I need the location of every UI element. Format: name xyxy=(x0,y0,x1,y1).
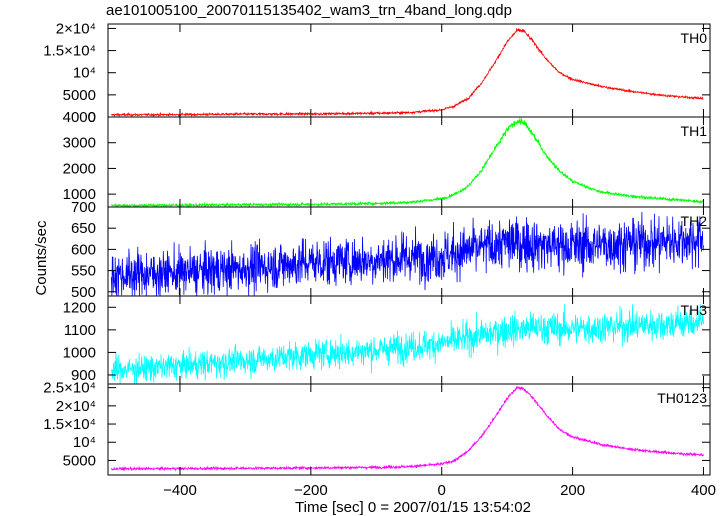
series-line-th3 xyxy=(110,303,704,385)
panel-frame-th0 xyxy=(107,23,711,118)
y-tick-label: 1200 xyxy=(63,299,96,316)
y-tick-label: 500 xyxy=(71,284,96,301)
y-tick-label: 1000 xyxy=(63,344,96,361)
y-tick-label: 600 xyxy=(71,241,96,258)
panel-frame-th1 xyxy=(107,116,711,208)
x-axis-label: Time [sec] 0 = 2007/01/15 13:54:02 xyxy=(295,499,531,516)
series-line-th0123 xyxy=(110,385,704,472)
panel-frame-th0123 xyxy=(107,383,711,476)
y-tick-label: 1.5×10⁴ xyxy=(43,416,96,433)
panel-label-th0123: TH0123 xyxy=(657,390,707,406)
y-tick-label: 1100 xyxy=(64,322,96,339)
y-tick-label: 10⁴ xyxy=(73,65,96,82)
y-tick-label: 550 xyxy=(71,263,96,280)
y-tick-label: 900 xyxy=(71,367,96,384)
x-tick-label: −400 xyxy=(163,482,197,499)
y-tick-label: 1000 xyxy=(63,186,96,203)
y-tick-label: 3000 xyxy=(63,135,96,152)
y-tick-label: 650 xyxy=(71,220,96,237)
series-line-th2 xyxy=(110,211,704,297)
y-tick-label: 5000 xyxy=(63,87,96,104)
panel-label-th0: TH0 xyxy=(681,30,708,46)
panel-label-th3: TH3 xyxy=(681,302,708,318)
y-tick-label: 2×10⁴ xyxy=(56,398,96,415)
y-tick-label: 4000 xyxy=(63,109,96,126)
x-tick-label: 400 xyxy=(691,482,716,499)
y-tick-label: 2.5×10⁴ xyxy=(43,380,96,397)
x-tick-label: 200 xyxy=(560,482,585,499)
y-tick-label: 1.5×10⁴ xyxy=(43,43,96,60)
panel-label-th1: TH1 xyxy=(681,123,708,139)
y-tick-label: 2×10⁴ xyxy=(56,20,96,37)
panel-label-th2: TH2 xyxy=(681,213,708,229)
y-tick-label: 2000 xyxy=(63,160,96,177)
y-tick-label: 0 xyxy=(88,109,96,126)
y-tick-label: 700 xyxy=(71,199,96,216)
x-tick-label: −200 xyxy=(294,482,328,499)
y-tick-label: 5000 xyxy=(63,452,96,469)
chart-title: ae101005100_20070115135402_wam3_trn_4ban… xyxy=(106,2,512,19)
x-tick-label: 0 xyxy=(438,482,446,499)
y-axis-label: Counts/sec xyxy=(33,220,50,296)
series-line-th0 xyxy=(111,27,704,118)
y-tick-label: 10⁴ xyxy=(73,434,96,451)
series-line-th1 xyxy=(111,117,704,208)
